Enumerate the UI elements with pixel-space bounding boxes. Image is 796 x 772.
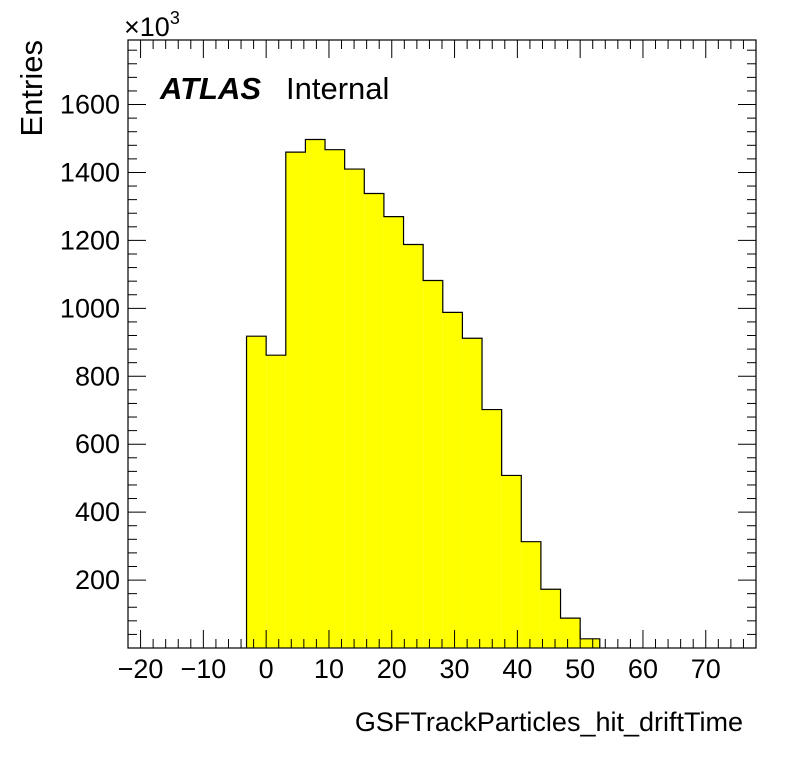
x-tick-label: 20 — [377, 654, 407, 684]
x-axis-title: GSFTrackParticles_hit_driftTime — [355, 707, 743, 737]
x-tick-label: 10 — [314, 654, 344, 684]
atlas-status-label: Internal — [286, 71, 389, 106]
y-tick-label: 1200 — [60, 225, 120, 255]
x-tick-labels: −20 −10 0 10 20 30 40 50 60 70 — [118, 654, 721, 684]
y-tick-label: 1000 — [60, 293, 120, 323]
histogram-bar — [305, 139, 326, 648]
y-multiplier: ×103 — [124, 8, 180, 42]
histogram-bar — [246, 336, 267, 648]
histogram-bar — [266, 355, 286, 648]
histogram-bar — [580, 638, 600, 648]
y-axis-title: Entries — [14, 40, 49, 136]
x-tick-label: 30 — [440, 654, 470, 684]
histogram-bars — [246, 139, 600, 648]
y-tick-label: 1600 — [60, 90, 120, 120]
histogram-bar — [383, 216, 404, 648]
x-tick-label: 0 — [259, 654, 274, 684]
x-tick-label: 40 — [502, 654, 532, 684]
histogram-bar — [501, 475, 522, 648]
histogram-bar — [364, 193, 384, 648]
atlas-label: ATLAS — [159, 71, 261, 106]
histogram-bar — [403, 244, 424, 648]
y-tick-labels: 200 400 600 800 1000 1200 1400 1600 — [60, 90, 120, 596]
histogram-bar — [521, 541, 541, 648]
histogram-bar — [462, 338, 483, 648]
x-tick-label: −20 — [118, 654, 164, 684]
y-tick-label: 200 — [75, 565, 120, 595]
histogram-bar — [423, 280, 443, 648]
histogram-bar — [482, 409, 502, 648]
histogram-bar — [344, 169, 365, 648]
x-tick-label: 60 — [628, 654, 658, 684]
y-tick-label: 800 — [75, 361, 120, 391]
y-tick-label: 1400 — [60, 157, 120, 187]
histogram-bar — [540, 589, 561, 648]
histogram-bar — [285, 152, 306, 648]
histogram-bar — [560, 618, 581, 648]
y-multiplier-base: ×10 — [124, 12, 170, 42]
axis-ticks — [128, 40, 756, 648]
x-tick-label: 50 — [565, 654, 595, 684]
histogram-bar — [325, 149, 345, 648]
histogram-bar — [442, 312, 463, 648]
y-multiplier-exponent: 3 — [170, 8, 180, 28]
y-tick-label: 600 — [75, 429, 120, 459]
x-tick-label: −10 — [180, 654, 226, 684]
x-tick-label: 70 — [691, 654, 721, 684]
y-tick-label: 400 — [75, 497, 120, 527]
histogram-outline — [245, 138, 601, 648]
